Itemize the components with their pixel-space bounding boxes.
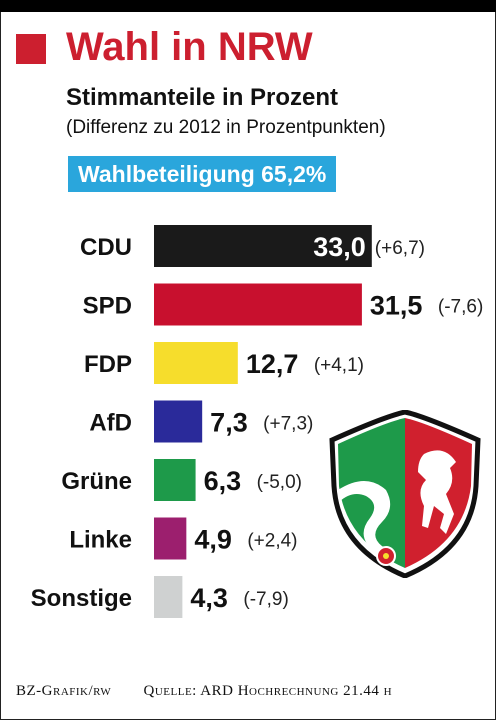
value-label-cdu: 33,0 bbox=[313, 232, 366, 262]
change-label-fdp: (+4,1) bbox=[314, 355, 364, 376]
graphic-credit: BZ-Grafik/rw bbox=[16, 683, 112, 699]
value-label-linke: 4,9 bbox=[194, 525, 232, 555]
change-label-cdu: (+6,7) bbox=[375, 238, 425, 259]
bar-spd bbox=[154, 283, 362, 326]
bar-cdu bbox=[154, 225, 372, 267]
title-marker bbox=[16, 34, 46, 64]
value-label-fdp: 12,7 bbox=[246, 349, 299, 379]
chart-subtitle: Stimmanteile in Prozent bbox=[66, 84, 339, 111]
bar-linke bbox=[154, 517, 187, 560]
turnout-badge: Wahlbeteiligung 65,2% bbox=[68, 156, 337, 192]
category-label-cdu: CDU bbox=[80, 234, 132, 261]
category-label-gr-ne: Grüne bbox=[61, 468, 132, 495]
chart-title: Wahl in NRW bbox=[66, 25, 313, 69]
bar-afd bbox=[154, 400, 203, 443]
value-label-afd: 7,3 bbox=[210, 408, 248, 438]
top-rule bbox=[0, 0, 496, 12]
bar-sonstige bbox=[154, 576, 183, 618]
category-label-fdp: FDP bbox=[84, 351, 132, 378]
bar-fdp bbox=[154, 342, 238, 384]
change-label-gr-ne: (-5,0) bbox=[257, 472, 302, 493]
change-label-linke: (+2,4) bbox=[247, 531, 297, 552]
source-note: Quelle: ARD Hochrechnung 21.44 h bbox=[143, 683, 393, 699]
value-label-spd: 31,5 bbox=[370, 291, 423, 321]
footer: BZ-Grafik/rw Quelle: ARD Hochrechnung 21… bbox=[16, 683, 392, 700]
value-label-sonstige: 4,3 bbox=[190, 583, 228, 613]
category-label-linke: Linke bbox=[69, 527, 132, 554]
category-label-spd: SPD bbox=[83, 293, 132, 320]
category-label-afd: AfD bbox=[89, 410, 132, 437]
change-label-spd: (-7,6) bbox=[438, 297, 483, 318]
chart-note: (Differenz zu 2012 in Prozentpunkten) bbox=[66, 117, 386, 138]
nrw-coat-of-arms bbox=[329, 410, 481, 578]
value-label-gr-ne: 6,3 bbox=[204, 466, 242, 496]
bar-gr-ne bbox=[154, 459, 196, 501]
change-label-sonstige: (-7,9) bbox=[243, 589, 288, 610]
change-label-afd: (+7,3) bbox=[263, 414, 313, 435]
category-label-sonstige: Sonstige bbox=[31, 585, 132, 612]
